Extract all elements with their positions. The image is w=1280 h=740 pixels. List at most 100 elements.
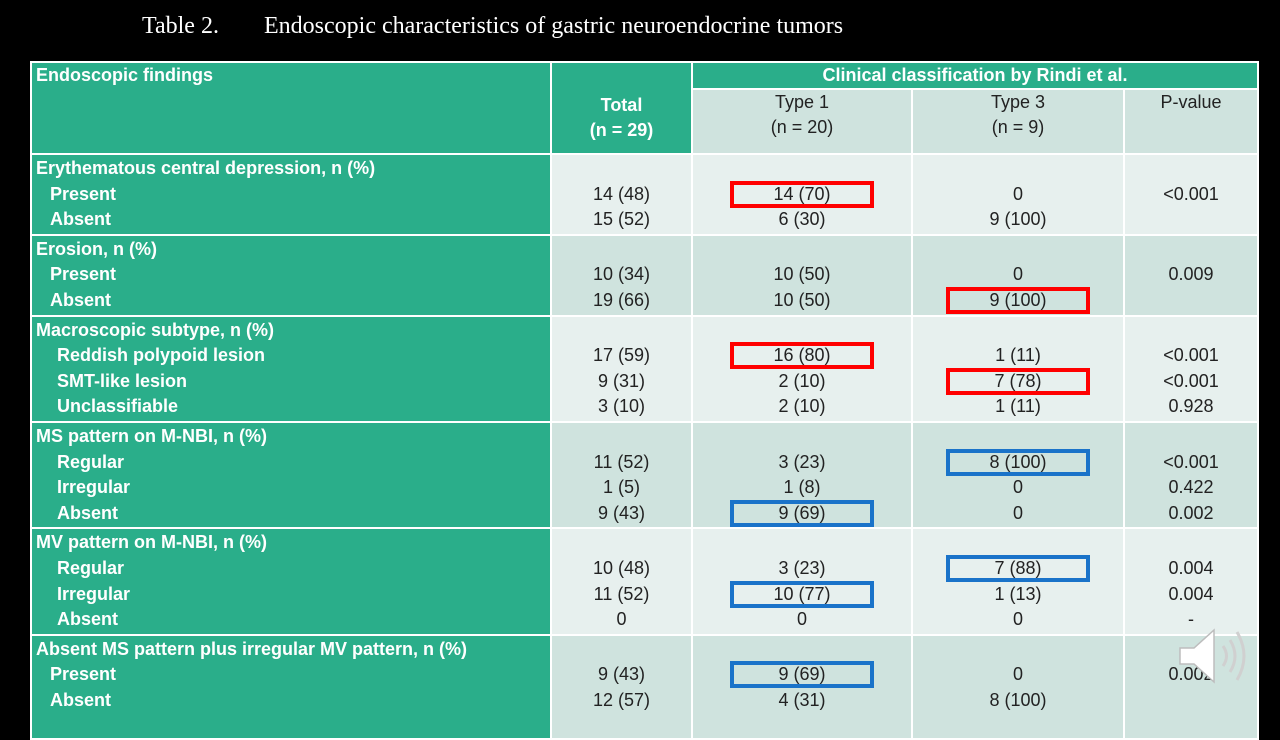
value-p: 0.009 [1168,264,1214,285]
spacer [913,424,1123,450]
results-table: Endoscopic findings Total (n = 29) Clini… [30,60,1260,740]
highlight-box-blue [730,499,874,527]
value-cell-type1: 3 (23) 1 (8) 9 (69) [691,420,913,530]
header-total-label: Total [600,95,643,115]
value-type1: 4 (31) [778,689,826,710]
spacer [913,530,1123,556]
value-type3: 8 (100) [989,689,1047,710]
value-p [1125,207,1257,233]
value-type1: 10 (50) [773,289,831,310]
group-label: Erosion, n (%) [36,238,157,259]
value-cell-type3: 0 8 (100) [911,633,1125,740]
value-cell-type3: 7 (88) 1 (13) 0 [911,527,1125,636]
value-type3: 0 [1012,264,1023,285]
value-type3: 9 (100) [913,286,1123,314]
row-label-cell: MV pattern on M-NBI, n (%) Regular Irregul… [30,527,552,636]
row-label-cell: MS pattern on M-NBI, n (%) Regular Irregul… [30,420,552,530]
value-total: 9 (31) [597,370,646,391]
header-type3-label: Type 3 [990,92,1046,113]
header-clinical-classification: Clinical classification by Rindi et al. [690,60,1260,91]
value-cell-total: 10 (48) 11 (52) 0 [550,527,693,636]
spacer [913,637,1123,663]
header-pvalue: P-value [1122,88,1260,155]
header-type1: Type 1 (n = 20) [691,88,913,155]
value-cell-total: 11 (52) 1 (5) 9 (43) [550,420,693,530]
value-cell-p: <0.001 [1122,153,1260,236]
value-p: 0.002 [1168,502,1214,523]
value-type3: 9 (100) [989,209,1047,230]
group-label: Macroscopic subtype, n (%) [36,319,275,340]
row-label: Regular [57,451,125,472]
spacer [913,156,1123,182]
value-type1: 3 (23) [778,557,826,578]
row-label-cell: Erythematous central depression, n (%) Pr… [30,153,552,236]
header-type1-label: Type 1 [774,92,830,113]
highlight-box-blue [730,580,874,608]
row-label: Reddish polypoid lesion [57,345,266,366]
table-row-group: MS pattern on M-NBI, n (%) Regular Irregul… [30,420,1260,530]
highlight-box-red [730,180,874,208]
spacer [693,530,911,556]
value-type1: 3 (23) [778,451,826,472]
row-label: Absent [50,289,112,310]
spacer [552,637,691,663]
row-label: Absent [57,502,119,523]
spacer [552,156,691,182]
highlight-box-blue [730,661,874,689]
spacer [1125,156,1257,182]
value-p: 0.004 [1168,583,1214,604]
value-p [1125,688,1257,714]
table-row-group: MV pattern on M-NBI, n (%) Regular Irregul… [30,527,1260,636]
group-label: Erythematous central depression, n (%) [36,158,376,178]
spacer [913,318,1123,344]
value-cell-type1: 14 (70) 6 (30) [691,153,913,236]
value-type3: 1 (11) [995,345,1041,366]
value-type3: 0 [1012,664,1023,685]
value-p: 0.422 [1168,477,1214,498]
row-label: Present [50,264,117,285]
value-type1: 6 (30) [778,209,826,230]
value-type3: 0 [1012,609,1023,630]
value-type3: 7 (88) [913,554,1123,582]
value-total: 3 (10) [597,396,646,417]
header-type1-n: (n = 20) [770,117,834,138]
header-total-n: (n = 29) [589,120,654,140]
header-pvalue-label: P-value [1160,92,1222,113]
header-findings: Endoscopic findings [30,61,552,155]
value-cell-type3: 0 9 (100) [911,153,1125,236]
slide-title: Table 2. Endoscopic characteristics of ga… [142,10,843,42]
speaker-icon[interactable] [1174,624,1254,688]
header-type3-n: (n = 9) [991,117,1045,138]
value-type1: 2 (10) [778,370,826,391]
group-label: Absent MS pattern plus irregular MV patt… [36,638,468,659]
value-p: <0.001 [1163,183,1219,204]
value-cell-p: 0.004 0.004 - [1122,527,1260,636]
value-type3: 8 (100) [913,448,1123,476]
header-total: Total (n = 29) [550,61,693,155]
value-type1: 1 (8) [783,477,821,498]
value-cell-total: 9 (43) 12 (57) [550,633,693,740]
spacer [1125,530,1257,556]
value-p: <0.001 [1163,451,1219,472]
value-cell-p: <0.001 0.422 0.002 [1122,420,1260,530]
value-type1: 16 (80) [693,342,911,370]
row-label: Absent [50,209,112,230]
value-cell-total: 14 (48) 15 (52) [550,153,693,236]
highlight-box-red [730,342,874,370]
row-label: Irregular [57,477,131,498]
value-total: 10 (34) [592,264,651,285]
value-cell-p: 0.009 [1122,233,1260,317]
value-p [1125,288,1257,314]
table-row-group: Absent MS pattern plus irregular MV patt… [30,633,1260,740]
spacer [693,424,911,450]
value-total: 14 (48) [592,183,651,204]
value-type1: 9 (69) [693,661,911,689]
value-type3: 0 [1012,183,1023,204]
value-total: 19 (66) [592,289,651,310]
value-cell-p: <0.001 <0.001 0.928 [1122,314,1260,423]
value-total: 0 [616,609,627,630]
value-type1: 2 (10) [778,396,826,417]
value-cell-type3: 8 (100) 0 0 [911,420,1125,530]
value-total: 11 (52) [593,583,650,604]
